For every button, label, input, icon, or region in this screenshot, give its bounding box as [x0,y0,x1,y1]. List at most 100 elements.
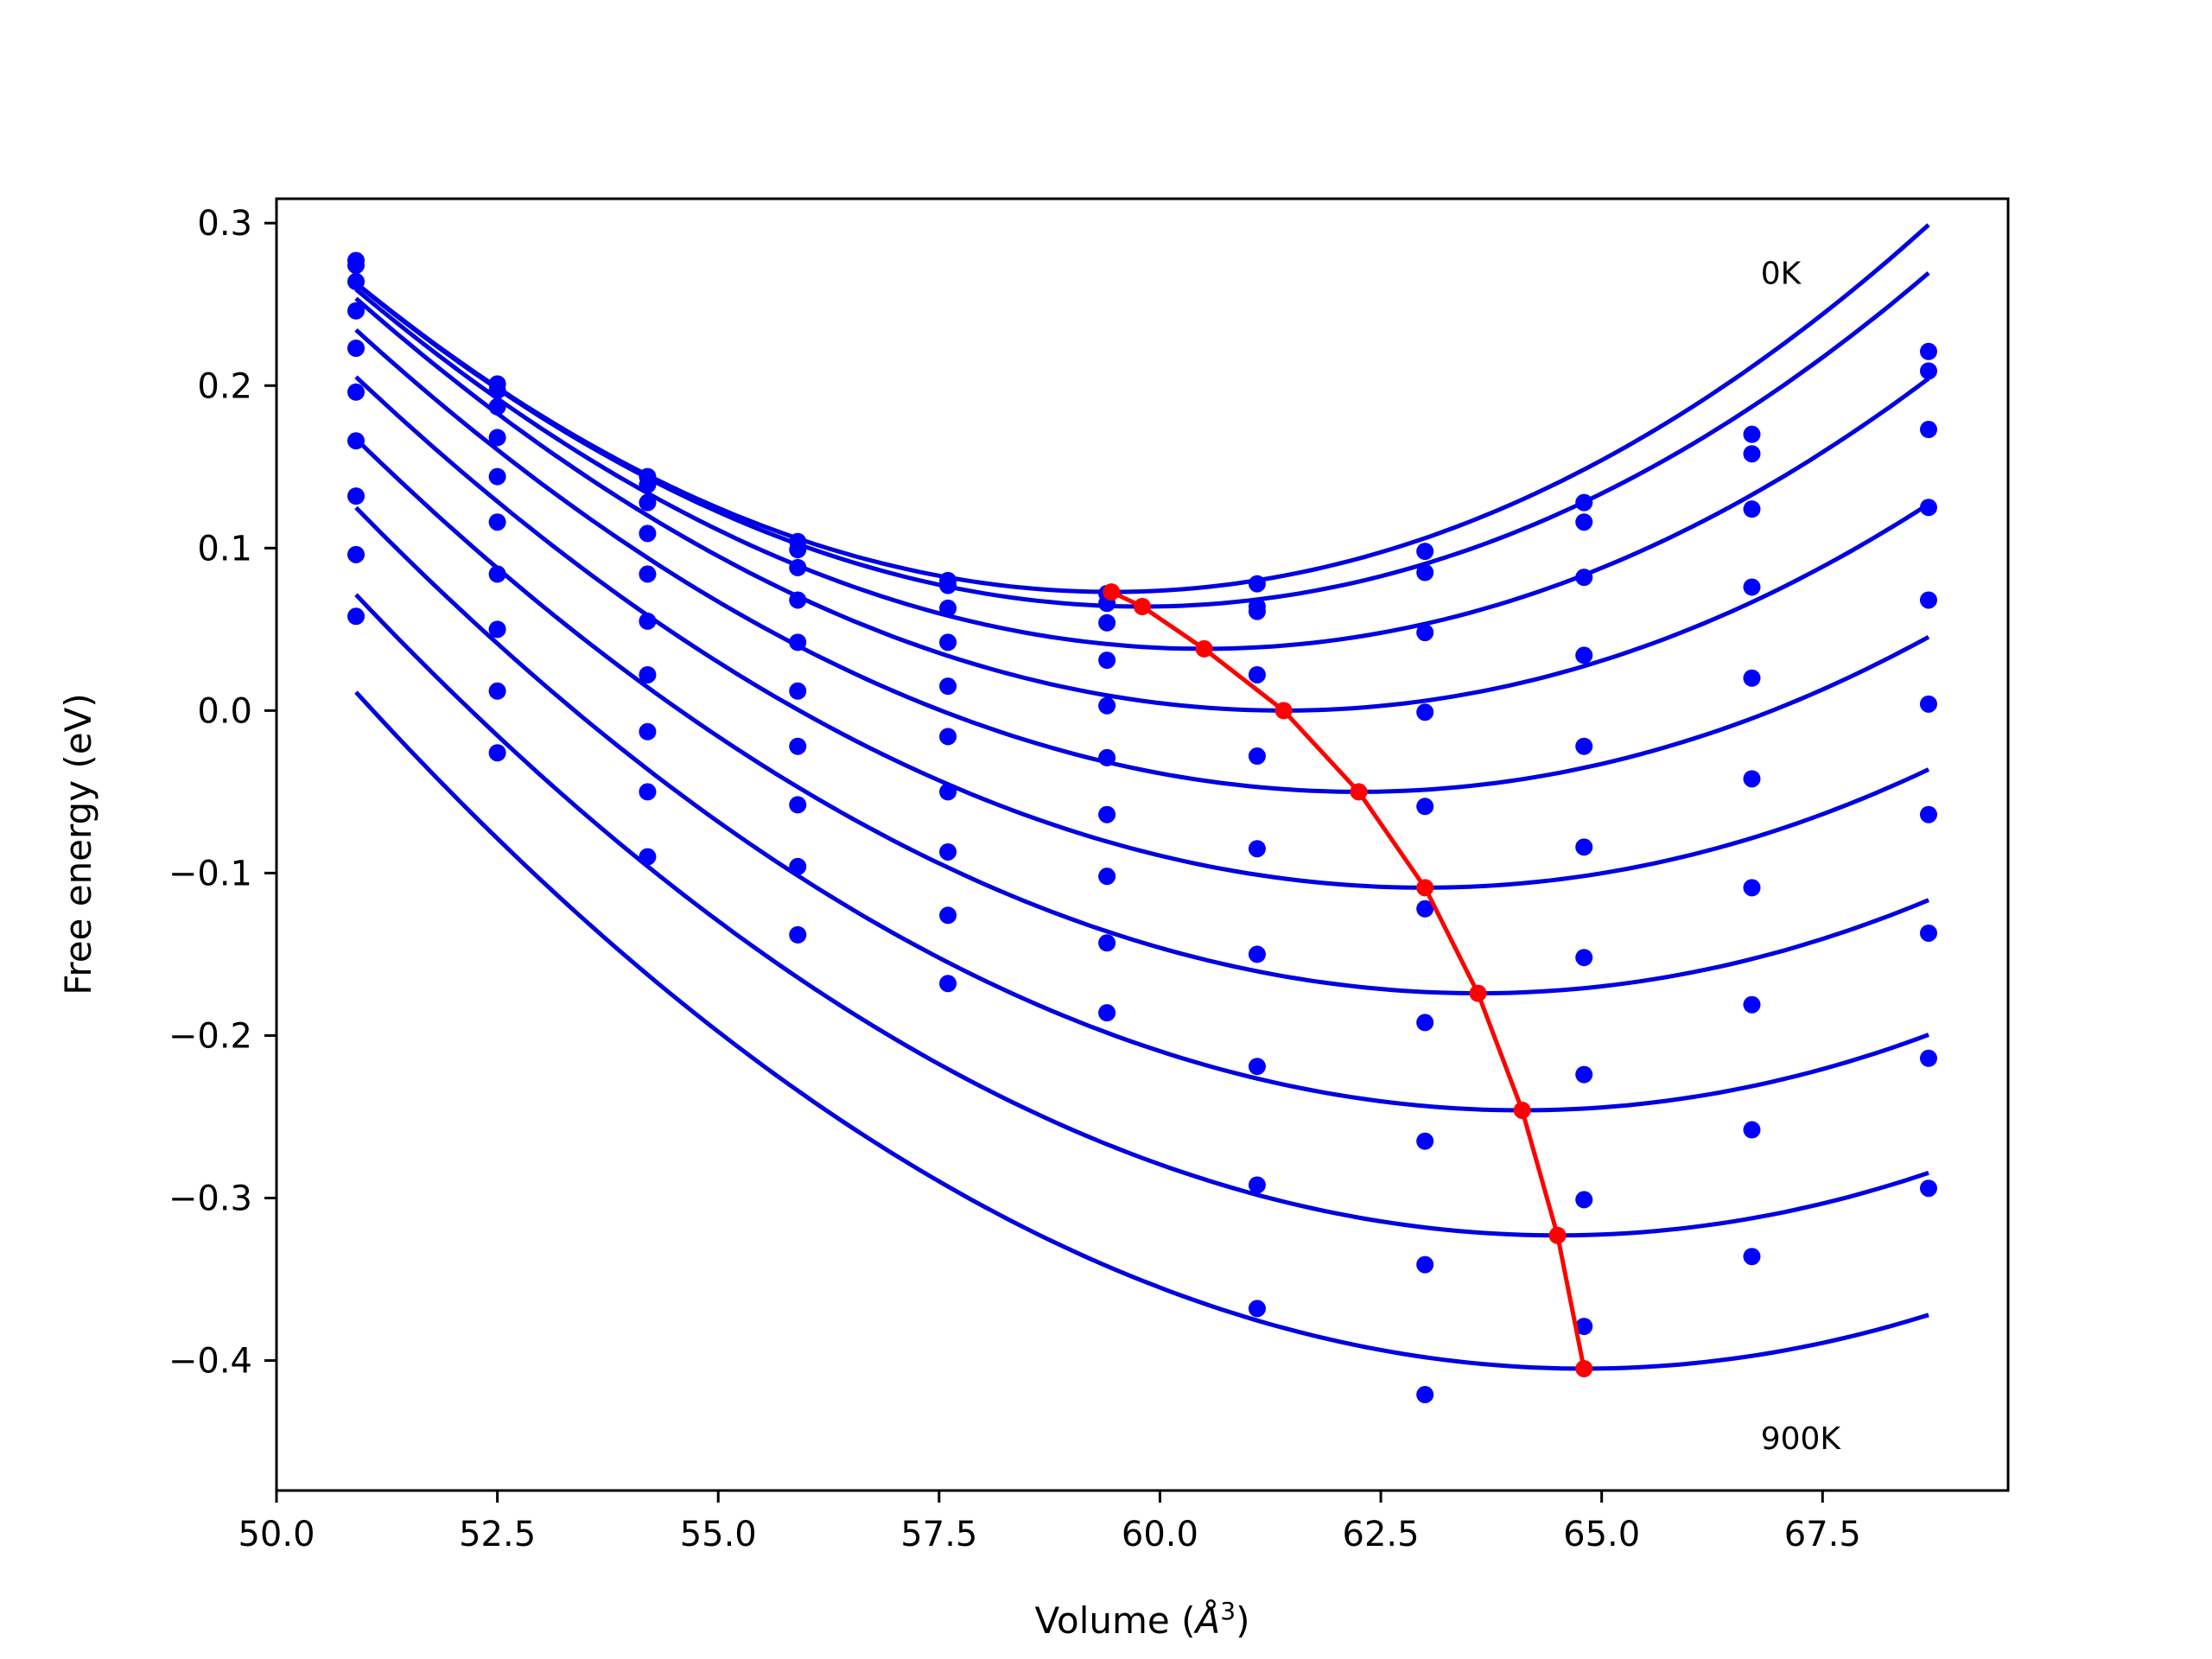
x-tick-label: 52.5 [459,1515,536,1554]
minimum-point [1416,879,1434,897]
fit-curve-2 [354,287,1930,652]
minimum-point [1469,984,1487,1002]
x-axis-ticks: 50.0 52.5 55.0 57.5 60.0 62.5 65.0 67.5 [238,1491,1861,1554]
x-axis-label-close: ) [1236,1599,1249,1642]
data-point [1919,924,1937,942]
data-point [789,737,807,755]
data-point [488,620,506,639]
data-point [1416,899,1434,918]
data-point [789,857,807,875]
data-point [789,558,807,576]
data-point [1098,868,1116,886]
data-point [1416,1132,1434,1150]
data-point [789,633,807,652]
x-axis-label-exponent: 3 [1220,1597,1236,1625]
data-point [1919,421,1937,439]
data-point [639,493,657,512]
data-point [1575,1191,1593,1209]
y-tick-label: −0.1 [168,854,252,893]
data-point [939,633,957,652]
data-point [1248,945,1266,963]
data-point [1098,748,1116,766]
y-tick-label: 0.2 [197,366,252,406]
data-point [939,677,957,696]
x-tick-label: 62.5 [1343,1515,1420,1554]
fit-curve-5 [354,375,1930,890]
fit-curve-9 [354,690,1929,1371]
data-point [488,565,506,583]
fit-curve-3 [354,296,1930,713]
data-point [939,906,957,925]
data-point [639,612,657,630]
data-point [939,842,957,861]
data-point [1416,798,1434,816]
minimum-point [1195,639,1213,658]
data-point [939,576,957,594]
data-point [939,783,957,801]
y-axis-label: Free energy (eV) [57,693,99,995]
data-point [1098,805,1116,823]
data-point [1098,613,1116,632]
minimum-volume-line [1103,583,1593,1377]
data-point [1575,949,1593,967]
data-point [1575,569,1593,587]
data-point [1919,362,1937,380]
data-point [1743,445,1761,463]
data-point [789,796,807,814]
data-point [939,975,957,993]
data-point [1248,747,1266,766]
data-point [1575,646,1593,664]
data-point [1416,1255,1434,1274]
y-tick-label: −0.2 [168,1016,252,1056]
minimum-line [1110,589,1586,1370]
data-point [1575,513,1593,531]
data-point [1416,1014,1434,1032]
fit-curves [354,223,1930,1371]
data-point [1098,652,1116,670]
data-point [1098,1004,1116,1022]
fit-curve-4 [354,327,1930,794]
data-point [789,591,807,609]
data-point [1575,737,1593,755]
data-point [1743,500,1761,518]
data-point [1248,575,1266,593]
y-tick-label: −0.4 [168,1342,252,1382]
data-point [639,565,657,583]
minimum-point [1350,783,1368,801]
data-point [1743,770,1761,788]
data-point [488,467,506,486]
data-point [789,541,807,559]
data-point [1575,493,1593,512]
data-point [1248,840,1266,858]
data-point [1416,543,1434,561]
y-tick-label: 0.1 [197,529,252,569]
data-point [1248,1176,1266,1194]
data-point [1248,602,1266,620]
x-axis-label-unit: Å [1193,1599,1221,1642]
data-point [1098,934,1116,952]
data-point [1248,1300,1266,1318]
annotation-label: 900K [1761,1421,1842,1457]
data-point [488,429,506,447]
data-point [488,744,506,762]
data-point [347,340,365,358]
data-point [1919,805,1937,823]
minimum-point [1548,1226,1567,1244]
data-point [1919,1049,1937,1067]
x-tick-label: 57.5 [900,1515,977,1554]
data-point [639,783,657,801]
data-point [1743,995,1761,1014]
x-tick-label: 60.0 [1122,1515,1198,1554]
data-point [789,925,807,944]
x-tick-label: 50.0 [238,1515,315,1554]
data-point [347,487,365,505]
data-point [1743,578,1761,596]
minimum-point [1513,1101,1531,1119]
minimum-point [1103,583,1121,601]
data-point [1416,703,1434,721]
data-points [347,251,1937,1404]
x-tick-label: 55.0 [680,1515,757,1554]
data-point [1919,342,1937,360]
data-point [1575,838,1593,856]
